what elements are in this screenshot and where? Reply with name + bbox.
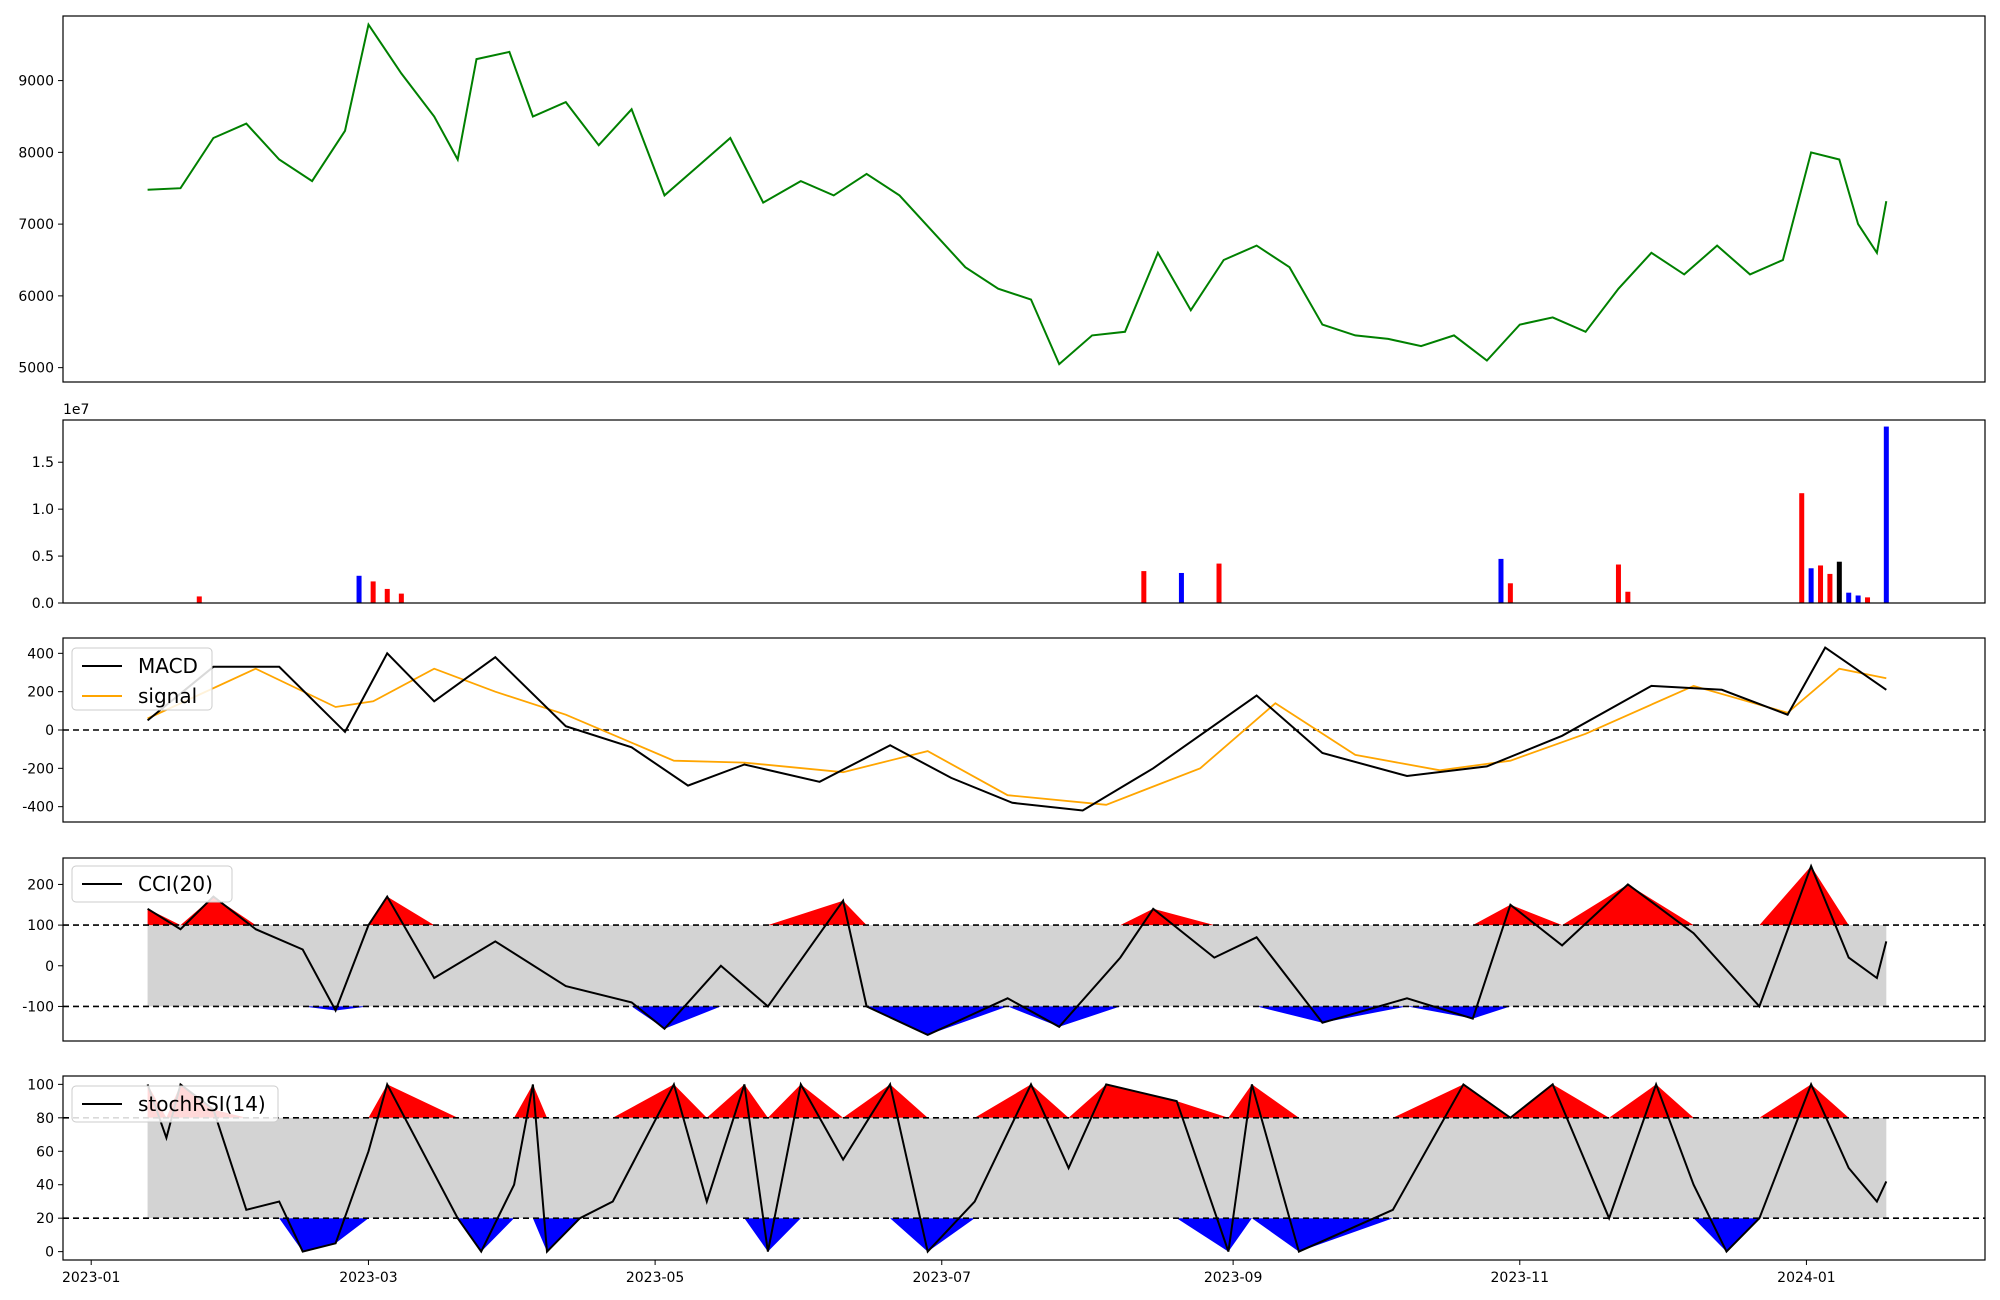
stochrsi-panel: 0 20 40 60 80 100 stochRSI(14) 2023-01 2023-03… bbox=[27, 1075, 1986, 1286]
volume-bar bbox=[1808, 568, 1814, 603]
macd-y-tick-label: 200 bbox=[27, 685, 54, 701]
volume-bar-layer bbox=[196, 426, 1889, 603]
cci-y-tick-label: -100 bbox=[22, 999, 54, 1015]
macd-line bbox=[146, 646, 1887, 812]
macd-panel: -400 -200 0 200 400 MACD signal bbox=[22, 637, 1986, 823]
volume-y-tick-label: 0.5 bbox=[32, 549, 54, 565]
volume-bar bbox=[1498, 558, 1504, 603]
macd-axes-frame bbox=[62, 637, 1986, 823]
volume-offset-text: 1e7 bbox=[63, 402, 89, 418]
price-line-layer bbox=[147, 22, 1888, 366]
volume-bar bbox=[1625, 591, 1631, 603]
cci-line-layer bbox=[63, 863, 1985, 1037]
macd-y-tick-label: 400 bbox=[27, 646, 54, 662]
volume-y-axis: 0.0 0.5 1.0 1.5 bbox=[32, 455, 63, 612]
volume-bar bbox=[384, 588, 390, 603]
x-tick-label: 2023-09 bbox=[1204, 1270, 1263, 1286]
volume-y-tick-label: 1.5 bbox=[32, 455, 54, 471]
stochrsi-band bbox=[147, 1117, 1887, 1219]
x-tick-label: 2023-11 bbox=[1491, 1270, 1550, 1286]
stochrsi-line-layer bbox=[63, 1081, 1985, 1254]
stochrsi-legend: stochRSI(14) bbox=[71, 1085, 279, 1123]
date-x-axis: 2023-01 2023-03 2023-05 2023-07 2023-09 2023-… bbox=[62, 1260, 1836, 1286]
stochrsi-line bbox=[146, 1081, 1888, 1254]
x-tick-label: 2023-07 bbox=[913, 1270, 972, 1286]
volume-bar bbox=[1507, 583, 1513, 603]
volume-bar bbox=[1855, 595, 1861, 603]
stochrsi-y-tick-label: 80 bbox=[36, 1111, 54, 1127]
x-tick-label: 2023-05 bbox=[626, 1270, 685, 1286]
cci-line bbox=[147, 863, 1888, 1037]
price-y-tick-label: 5000 bbox=[18, 361, 54, 377]
volume-bar bbox=[1818, 565, 1824, 603]
stochrsi-legend-label: stochRSI(14) bbox=[138, 1092, 266, 1116]
cci-legend: CCI(20) bbox=[71, 865, 233, 903]
x-tick-label: 2024-01 bbox=[1777, 1270, 1836, 1286]
volume-bar bbox=[1216, 563, 1222, 603]
x-tick-label: 2023-03 bbox=[339, 1270, 398, 1286]
cci-y-tick-label: 0 bbox=[45, 959, 54, 975]
price-y-tick-label: 6000 bbox=[18, 289, 54, 305]
price-y-axis: 5000 6000 7000 8000 9000 bbox=[18, 74, 63, 377]
volume-bar bbox=[1883, 426, 1889, 603]
macd-line-layer bbox=[63, 646, 1985, 812]
x-tick-label: 2023-01 bbox=[62, 1270, 121, 1286]
price-axes-frame bbox=[62, 15, 1986, 383]
volume-panel: 1e7 0.0 0.5 1.0 1.5 bbox=[32, 402, 1986, 612]
volume-bar bbox=[398, 593, 404, 603]
cci-band bbox=[147, 925, 1887, 1007]
price-y-tick-label: 8000 bbox=[18, 145, 54, 161]
macd-legend: MACD signal bbox=[71, 647, 213, 711]
macd-legend-box bbox=[71, 647, 213, 711]
cci-legend-box bbox=[71, 865, 233, 903]
stochrsi-oversold-area bbox=[147, 1218, 1887, 1252]
stochrsi-axes-frame bbox=[62, 1075, 1986, 1261]
cci-y-tick-label: 200 bbox=[27, 877, 54, 893]
stochrsi-legend-box bbox=[71, 1085, 279, 1123]
price-y-tick-label: 7000 bbox=[18, 217, 54, 233]
cci-y-tick-label: 100 bbox=[27, 918, 54, 934]
volume-bar bbox=[1846, 592, 1852, 603]
macd-y-axis: -400 -200 0 200 400 bbox=[22, 646, 63, 816]
volume-bar bbox=[1865, 597, 1871, 603]
stochrsi-y-tick-label: 20 bbox=[36, 1211, 54, 1227]
stochrsi-y-axis: 0 20 40 60 80 100 bbox=[27, 1077, 63, 1261]
volume-y-tick-label: 0.0 bbox=[32, 596, 54, 612]
macd-legend-label: MACD bbox=[138, 654, 198, 678]
volume-bar bbox=[1141, 571, 1147, 603]
cci-legend-label: CCI(20) bbox=[138, 872, 213, 896]
stochrsi-overbought-area bbox=[147, 1084, 1887, 1118]
cci-panel: -100 0 100 200 CCI(20) bbox=[22, 857, 1986, 1042]
volume-bar bbox=[1178, 572, 1184, 603]
cci-overbought-area bbox=[147, 866, 1887, 926]
price-line bbox=[147, 22, 1888, 366]
volume-bar bbox=[1799, 493, 1805, 603]
stochrsi-y-tick-label: 40 bbox=[36, 1178, 54, 1194]
volume-bar bbox=[1836, 561, 1842, 603]
macd-y-tick-label: 0 bbox=[45, 723, 54, 739]
volume-bar bbox=[356, 575, 362, 603]
volume-axes-frame bbox=[62, 419, 1986, 604]
price-y-tick-label: 9000 bbox=[18, 74, 54, 90]
volume-y-tick-label: 1.0 bbox=[32, 502, 54, 518]
stochrsi-y-tick-label: 60 bbox=[36, 1144, 54, 1160]
signal-legend-label: signal bbox=[138, 684, 197, 708]
macd-y-tick-label: -400 bbox=[22, 800, 54, 816]
macd-y-tick-label: -200 bbox=[22, 761, 54, 777]
volume-bar bbox=[196, 596, 202, 603]
cci-y-axis: -100 0 100 200 bbox=[22, 877, 63, 1015]
cci-oversold-area bbox=[147, 1006, 1887, 1035]
volume-bar bbox=[1827, 573, 1833, 603]
volume-bar bbox=[370, 581, 376, 603]
signal-line bbox=[147, 667, 1887, 806]
stochrsi-y-tick-label: 100 bbox=[27, 1077, 54, 1093]
volume-bar bbox=[1615, 564, 1621, 603]
price-panel: 5000 6000 7000 8000 9000 bbox=[18, 15, 1986, 383]
cci-axes-frame bbox=[62, 857, 1986, 1042]
stochrsi-y-tick-label: 0 bbox=[45, 1245, 54, 1261]
